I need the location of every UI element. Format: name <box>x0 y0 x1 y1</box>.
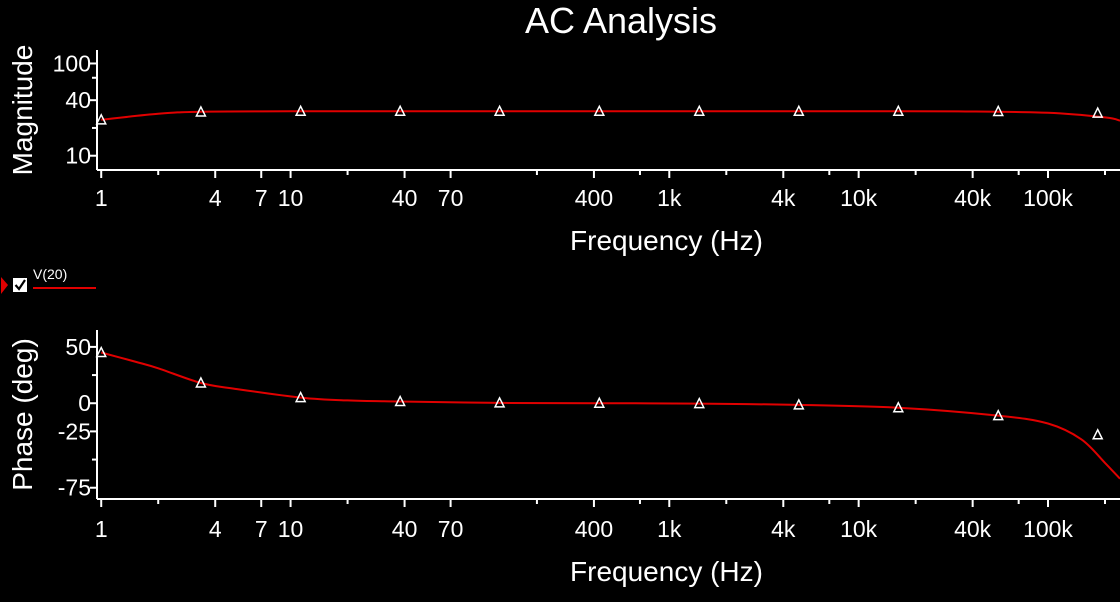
mag-data-marker <box>693 104 705 117</box>
phase-plot: 1 4 7 10 40 70 400 1k 4k 10k 40k 100k 50 0-25 -75 Frequ… <box>7 330 1120 587</box>
mag-data-marker <box>1091 106 1104 118</box>
mag-x-tick-label: 7 <box>255 185 268 211</box>
phase-data-marker <box>593 396 606 408</box>
phase-x-tick-label: 10 <box>278 516 304 542</box>
legend: V(20) <box>1 266 96 294</box>
legend-marker-icon <box>1 277 8 294</box>
phase-data-marker <box>195 376 207 388</box>
phase-x-tick-label: 100k <box>1023 516 1073 542</box>
mag-data-marker <box>95 113 107 125</box>
mag-data-marker <box>793 104 805 117</box>
phase-x-tick-label: 1k <box>657 516 682 542</box>
mag-x-tick-label: 10 <box>278 185 304 211</box>
phase-data-marker <box>992 408 1004 421</box>
phase-x-tick-label: 400 <box>575 516 613 542</box>
mag-x-tick-label: 400 <box>575 185 613 211</box>
phase-y-tick-label: -25 <box>58 418 91 444</box>
mag-x-tick-label: 4k <box>771 185 796 211</box>
mag-data-marker <box>992 104 1004 117</box>
mag-x-tick-label: 1 <box>95 185 108 211</box>
legend-label: V(20) <box>33 266 67 282</box>
phase-x-tick-label: 10k <box>840 516 878 542</box>
mag-y-tick-label: 40 <box>65 87 91 113</box>
phase-y-tick-label: -75 <box>58 475 91 501</box>
mag-x-tick-label: 40 <box>392 185 418 211</box>
magnitude-plot: 1 4 7 10 40 70 400 1k 4k 10k 40k 100k 10 40 100 Frequen… <box>7 45 1120 256</box>
mag-x-tick-label: 4 <box>209 185 222 211</box>
mag-series-line <box>101 110 1120 122</box>
mag-x-tick-label: 100k <box>1023 185 1073 211</box>
mag-x-tick-label: 10k <box>840 185 878 211</box>
phase-x-tick-label: 4k <box>771 516 796 542</box>
mag-data-marker <box>892 104 905 117</box>
phase-x-tick-label: 7 <box>255 516 268 542</box>
checkmark-icon <box>14 279 26 291</box>
phase-data-marker <box>793 398 805 410</box>
phase-y-axis-label: Phase (deg) <box>7 338 38 491</box>
phase-series-line <box>100 351 1120 480</box>
phase-x-tick-label: 40 <box>392 516 418 542</box>
phase-x-tick-label: 40k <box>954 516 992 542</box>
mag-y-axis-label: Magnitude <box>7 45 38 176</box>
phase-y-tick-label: 0 <box>78 390 91 416</box>
phase-data-marker <box>493 396 506 408</box>
phase-x-axis-label: Frequency (Hz) <box>570 556 763 587</box>
mag-data-marker <box>294 104 307 117</box>
mag-data-marker <box>493 104 506 117</box>
phase-data-marker <box>693 396 705 409</box>
mag-y-tick-label: 100 <box>53 50 91 76</box>
phase-data-marker <box>1091 428 1104 440</box>
phase-data-marker <box>95 345 107 358</box>
phase-x-tick-label: 1 <box>95 516 108 542</box>
mag-x-axis-label: Frequency (Hz) <box>570 225 763 256</box>
phase-data-marker <box>294 390 307 403</box>
mag-data-marker <box>394 104 406 117</box>
mag-y-tick-label: 10 <box>65 143 91 169</box>
phase-x-tick-label: 4 <box>209 516 222 542</box>
chart-title: AC Analysis <box>525 0 717 41</box>
phase-y-tick-label: 50 <box>65 334 91 360</box>
phase-data-marker <box>892 401 905 413</box>
phase-x-tick-label: 70 <box>438 516 464 542</box>
mag-data-marker <box>593 104 606 117</box>
mag-x-tick-label: 40k <box>954 185 992 211</box>
mag-x-tick-label: 70 <box>438 185 464 211</box>
mag-x-tick-label: 1k <box>657 185 682 211</box>
phase-data-marker <box>394 394 406 407</box>
mag-data-marker <box>195 105 207 117</box>
